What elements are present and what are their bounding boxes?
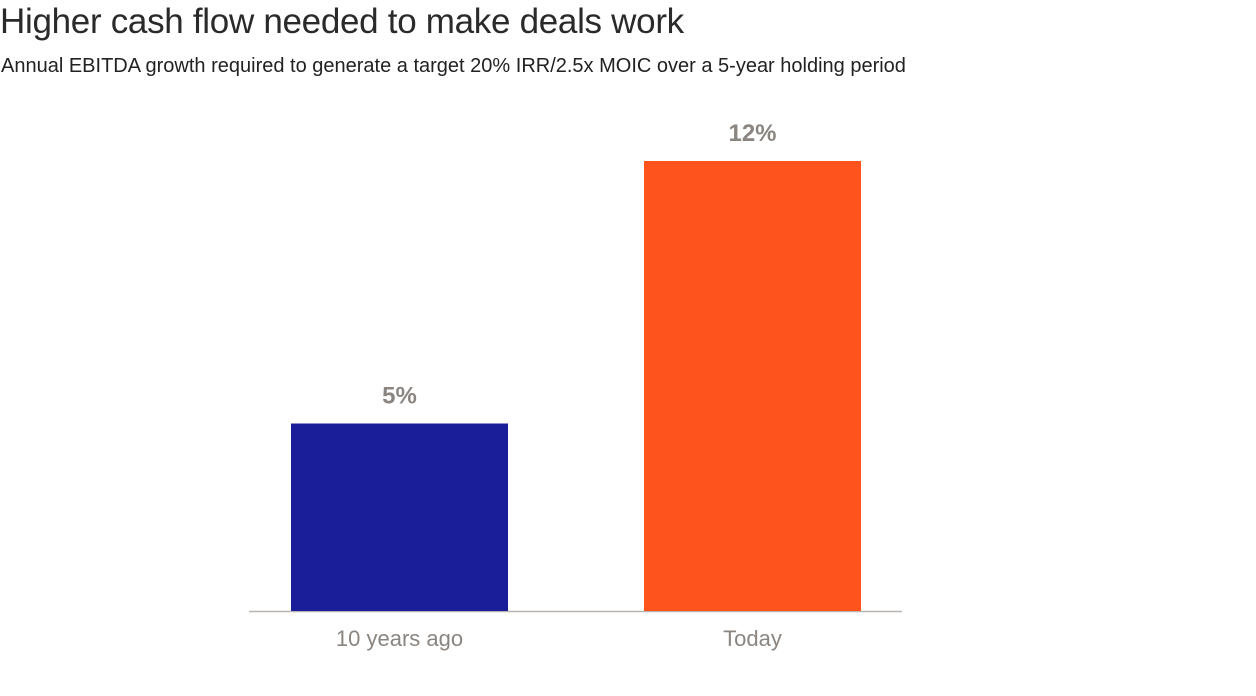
data-label: 5%	[382, 383, 417, 410]
chart-title: Higher cash flow needed to make deals wo…	[0, 2, 684, 41]
chart-subtitle: Annual EBITDA growth required to generat…	[1, 55, 906, 77]
x-tick-label: Today	[723, 626, 782, 651]
bar-1	[644, 161, 861, 611]
bar-0	[291, 423, 508, 611]
x-tick-label: 10 years ago	[336, 626, 463, 651]
data-label: 12%	[728, 120, 776, 147]
